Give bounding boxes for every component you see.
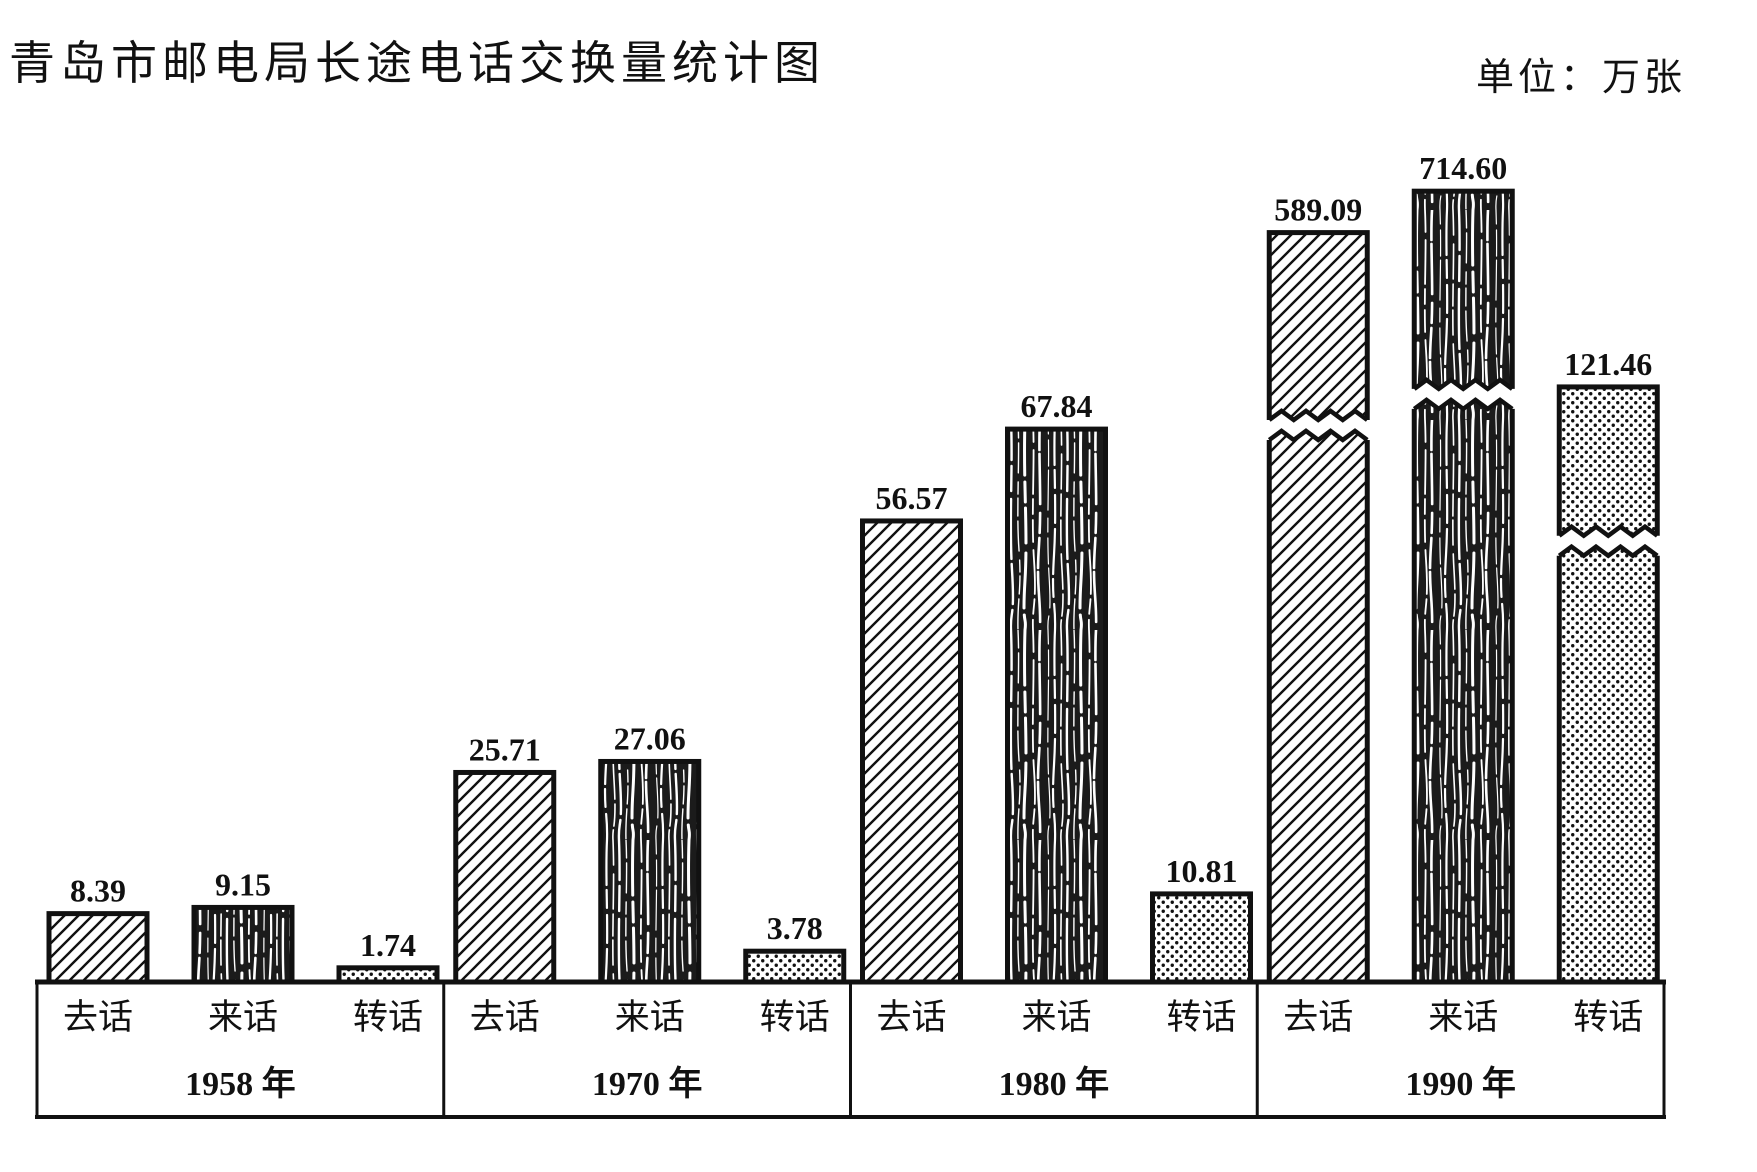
series-label-incoming-calls: 来话	[1428, 998, 1498, 1038]
year-label-1958: 1958 年	[185, 1065, 296, 1103]
value-label-incoming-calls-1980: 67.84	[1021, 388, 1093, 424]
year-label-1970: 1970 年	[592, 1065, 703, 1103]
year-label-1990: 1990 年	[1405, 1065, 1516, 1103]
series-label-incoming-calls: 来话	[615, 998, 685, 1038]
year-label-1980: 1980 年	[999, 1065, 1110, 1103]
axis-break-mark	[1557, 523, 1659, 539]
bar-transfer-calls-1990	[1556, 384, 1660, 985]
bar-incoming-calls-1958	[191, 904, 295, 985]
bar-incoming-calls-1980	[1005, 426, 1108, 985]
series-label-outgoing-calls: 去话	[876, 998, 946, 1038]
series-label-transfer-calls: 转话	[1166, 998, 1236, 1038]
bar-outgoing-calls-1980	[860, 518, 963, 985]
axis-break-mark	[1557, 543, 1659, 559]
bar-incoming-calls-1970	[598, 758, 702, 985]
axis-break-mark	[1412, 397, 1514, 412]
value-label-transfer-calls-1980: 10.81	[1166, 853, 1238, 889]
series-label-incoming-calls: 来话	[1021, 998, 1091, 1038]
unit-label: 单位：万张	[1476, 55, 1687, 99]
value-label-incoming-calls-1970: 27.06	[614, 720, 686, 756]
bar-transfer-calls-1970	[743, 948, 847, 985]
value-label-incoming-calls-1958: 9.15	[215, 866, 271, 902]
series-label-transfer-calls: 转话	[760, 998, 830, 1038]
series-label-incoming-calls: 来话	[208, 998, 278, 1038]
series-label-outgoing-calls: 去话	[1283, 998, 1353, 1038]
series-label-transfer-calls: 转话	[353, 998, 423, 1038]
value-label-outgoing-calls-1970: 25.71	[469, 731, 541, 767]
value-label-outgoing-calls-1980: 56.57	[876, 480, 948, 516]
value-label-incoming-calls-1990: 714.60	[1419, 150, 1507, 186]
value-label-transfer-calls-1970: 3.78	[767, 910, 823, 946]
series-label-transfer-calls: 转话	[1573, 998, 1643, 1038]
value-label-transfer-calls-1990: 121.46	[1564, 346, 1652, 382]
bar-transfer-calls-1980	[1150, 891, 1253, 985]
value-label-transfer-calls-1958: 1.74	[360, 927, 416, 963]
axis-break-mark	[1267, 428, 1369, 443]
value-label-outgoing-calls-1990: 589.09	[1274, 192, 1362, 228]
series-label-outgoing-calls: 去话	[470, 998, 540, 1038]
value-label-outgoing-calls-1958: 8.39	[70, 873, 126, 909]
axis-break-mark	[1267, 408, 1369, 423]
axis-break-mark	[1412, 377, 1514, 392]
bar-outgoing-calls-1970	[453, 769, 557, 985]
bar-outgoing-calls-1958	[46, 911, 150, 985]
bar-incoming-calls-1990	[1411, 188, 1515, 985]
series-label-outgoing-calls: 去话	[63, 998, 133, 1038]
chart-marks: 8.39 去话 9.15 来话 1.74 转话 1958 年 25.71 去话 27.06 来话 3.…	[35, 150, 1666, 1119]
chart-title: 青岛市邮电局长途电话交换量统计图	[9, 36, 825, 90]
bar-outgoing-calls-1990	[1266, 230, 1370, 985]
